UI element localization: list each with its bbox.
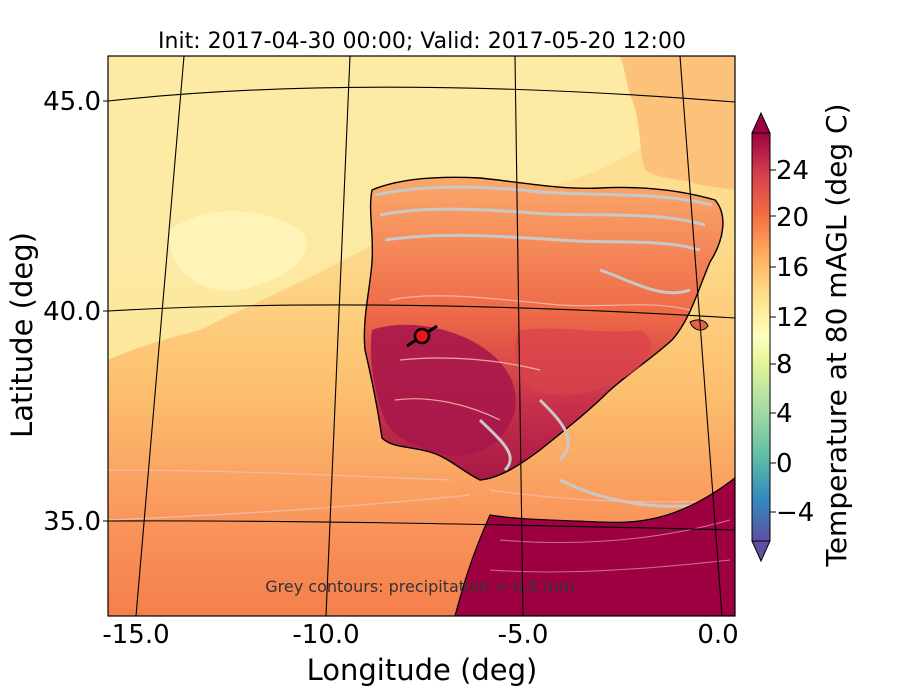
x-tick-minus15: -15.0: [102, 620, 169, 650]
iberia-warm-band: [515, 328, 651, 396]
precipitation-note: Grey contours: precipitation > 0.5 mm: [265, 577, 574, 596]
map-title: Init: 2017-04-30 00:00; Valid: 2017-05-2…: [158, 29, 686, 54]
balearic-islands: [689, 319, 709, 331]
y-tick-35: 35.0: [43, 507, 101, 537]
site-marker-dot[interactable]: [413, 327, 431, 345]
iberia-hot-core: [370, 324, 516, 456]
colorbar-extend-top: [751, 111, 771, 134]
cb-tick-8: 8: [776, 350, 793, 380]
meridian-minus15: [135, 56, 185, 616]
x-axis-label: Longitude (deg): [307, 653, 538, 687]
site-marker[interactable]: [406, 324, 438, 348]
parallel-35: [108, 520, 735, 531]
colorbar: 24 20 16 12 8 4 0 −4 Temperature at 80 m…: [751, 103, 853, 568]
graticule: [108, 56, 735, 616]
y-tick-40: 40.0: [43, 297, 101, 327]
y-ticks: 45.0 40.0 35.0: [43, 87, 108, 537]
cb-tick-20: 20: [776, 203, 809, 233]
cb-tick-12: 12: [776, 303, 809, 333]
x-tick-minus5: -5.0: [498, 620, 549, 650]
colorbar-label: Temperature at 80 mAGL (deg C): [820, 103, 853, 567]
colorbar-scale: [751, 132, 771, 542]
map-plot-area[interactable]: Grey contours: precipitation > 0.5 mm: [108, 56, 735, 616]
parallel-45: [108, 86, 735, 103]
y-tick-45: 45.0: [43, 87, 101, 117]
pale-sea-patch: [169, 211, 307, 291]
cb-tick-minus4: −4: [776, 498, 814, 528]
meridian-minus10: [325, 56, 351, 616]
precipitation-contours: [374, 185, 713, 508]
cb-tick-4: 4: [776, 399, 793, 429]
france-land: [620, 56, 735, 190]
cb-tick-24: 24: [776, 156, 809, 186]
meridian-minus5: [514, 56, 524, 616]
cb-tick-0: 0: [776, 449, 793, 479]
colorbar-extend-bottom: [751, 540, 771, 563]
plot-frame: [107, 55, 736, 617]
meridian-0: [679, 56, 723, 616]
colorbar-ticks: 24 20 16 12 8 4 0 −4: [770, 156, 814, 528]
parallel-40: [108, 304, 735, 319]
x-tick-0: 0.0: [697, 620, 738, 650]
x-tick-minus10: -10.0: [292, 620, 359, 650]
africa-contours: [489, 519, 731, 573]
north-africa: [454, 477, 735, 616]
cb-tick-16: 16: [776, 253, 809, 283]
x-ticks: -15.0 -10.0 -5.0 0.0: [102, 620, 738, 650]
y-axis-label: Latitude (deg): [5, 232, 39, 438]
